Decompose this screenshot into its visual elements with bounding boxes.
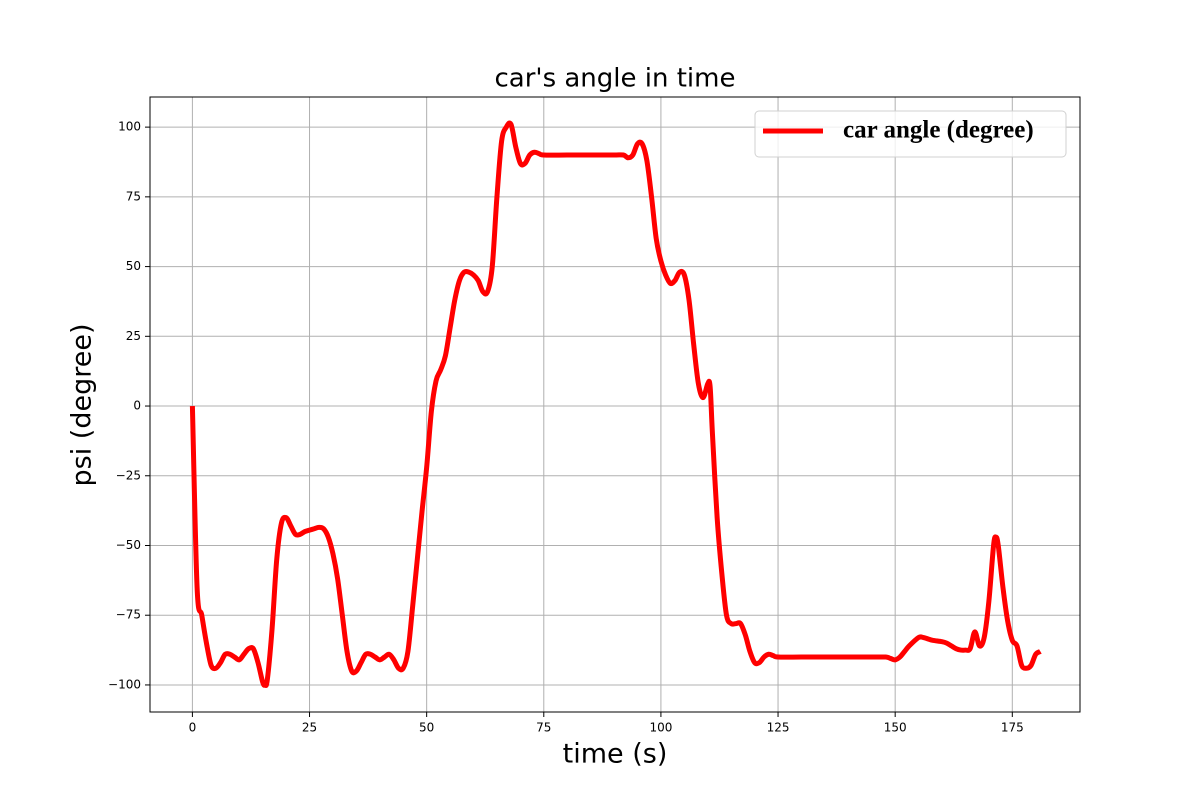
- y-tick-label: 100: [118, 120, 141, 134]
- y-tick-label: −25: [116, 468, 141, 482]
- plot-frame: [149, 96, 1081, 713]
- y-tick-label: −100: [108, 677, 141, 691]
- x-tick-label: 25: [302, 721, 317, 735]
- x-tick-label: 75: [536, 721, 551, 735]
- x-tick-label: 50: [419, 721, 434, 735]
- y-axis-label: psi (degree): [67, 324, 98, 487]
- x-tick-label: 0: [189, 721, 197, 735]
- x-tick-label: 100: [649, 721, 672, 735]
- chart-title: car's angle in time: [495, 64, 736, 94]
- x-tick-label: 150: [884, 721, 907, 735]
- legend-box: [754, 110, 1067, 158]
- y-tick-label: −75: [116, 608, 141, 622]
- y-tick-label: −50: [116, 538, 141, 552]
- y-tick-label: 25: [126, 329, 141, 343]
- y-tick-label: 0: [133, 399, 141, 413]
- legend-label: car angle (degree): [843, 117, 1034, 144]
- y-tick-label: 50: [126, 259, 141, 273]
- y-tick-label: 75: [126, 189, 141, 203]
- x-tick-label: 125: [767, 721, 790, 735]
- data-line: [189, 120, 1042, 688]
- x-tick-label: 175: [1001, 721, 1024, 735]
- x-axis-label: time (s): [563, 739, 668, 770]
- legend: car angle (degree): [754, 110, 1067, 158]
